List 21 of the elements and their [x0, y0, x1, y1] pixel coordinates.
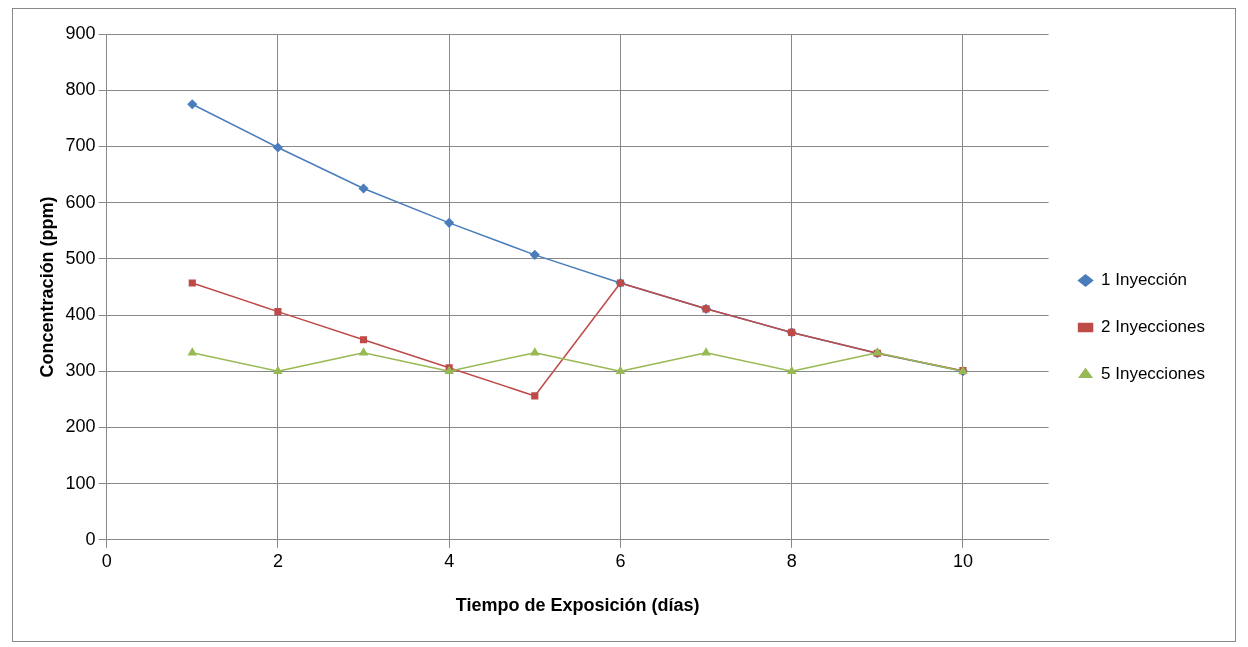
x-tick-label: 2 — [272, 550, 283, 571]
y-tick-label: 600 — [65, 191, 96, 212]
y-tick-label: 0 — [85, 528, 96, 549]
y-tick-label: 800 — [65, 79, 96, 100]
y-tick-label: 400 — [65, 303, 96, 324]
x-tick-label: 6 — [615, 550, 626, 571]
y-tick-label: 700 — [65, 135, 96, 156]
legend-label: 5 Inyecciones — [1101, 364, 1205, 384]
legend-label: 2 Inyecciones — [1101, 317, 1205, 337]
x-tick-label: 4 — [444, 550, 455, 571]
y-tick-label: 200 — [65, 416, 96, 437]
y-tick-label: 500 — [65, 247, 96, 268]
y-tick-label: 900 — [65, 22, 96, 43]
y-tick-label: 100 — [65, 472, 96, 493]
x-tick-label: 0 — [101, 550, 112, 571]
y-axis-title: Concentración (ppm) — [36, 196, 57, 378]
x-tick-label: 10 — [952, 550, 973, 571]
x-tick-label: 8 — [786, 550, 797, 571]
legend-label: 1 Inyección — [1101, 270, 1188, 290]
y-tick-label: 300 — [65, 360, 96, 381]
x-axis-title: Tiempo de Exposición (días) — [455, 595, 700, 616]
